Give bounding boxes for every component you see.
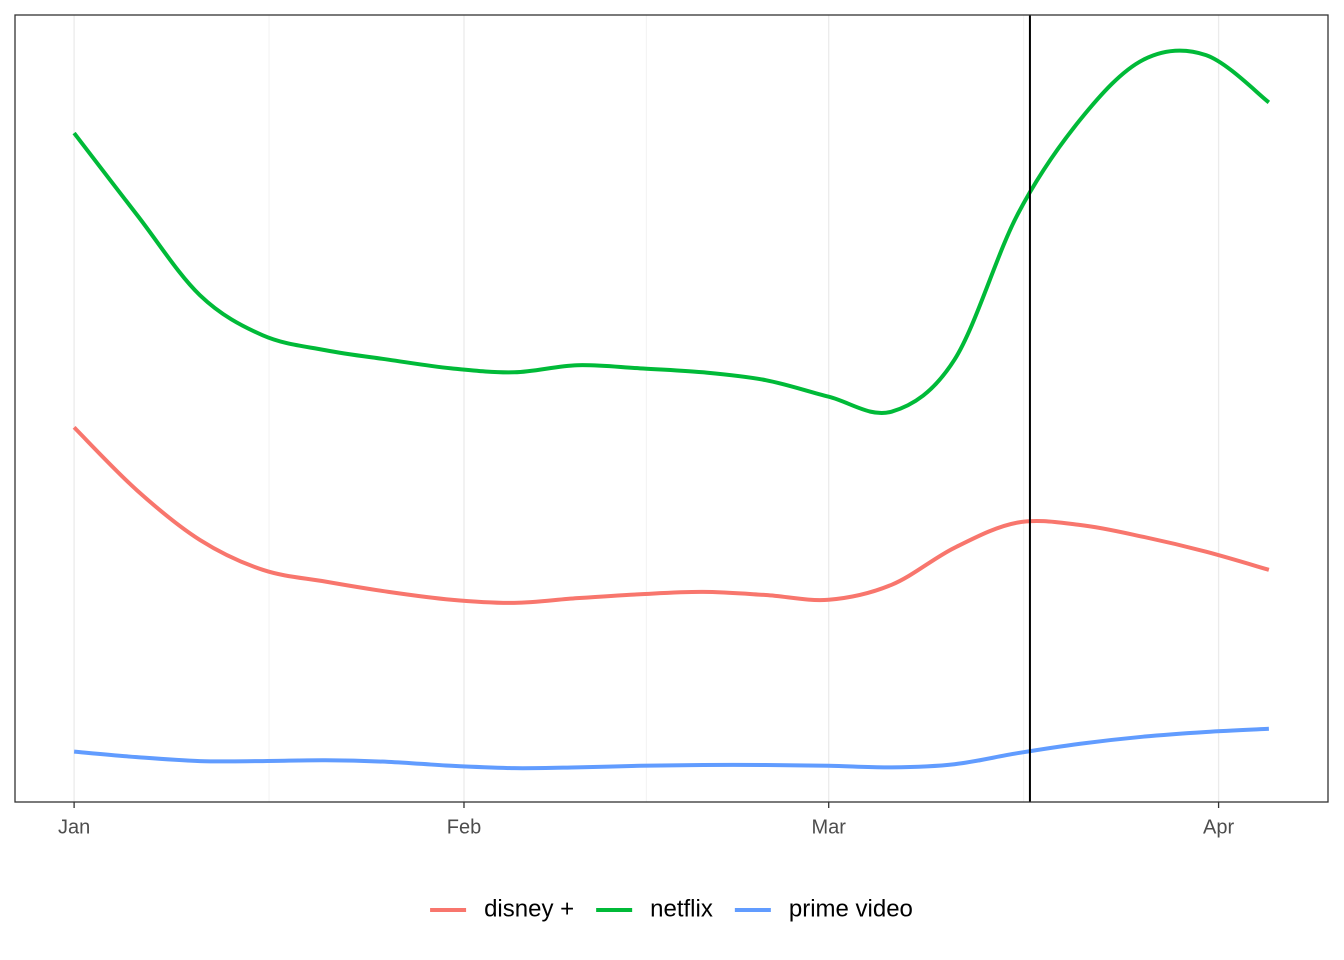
legend-label: disney +	[484, 895, 574, 922]
series-line	[72, 48, 1271, 415]
x-tick-label: Apr	[1203, 816, 1234, 838]
legend-label: prime video	[789, 895, 913, 922]
x-tick-label: Jan	[58, 816, 90, 838]
legend: disney + netflix prime video	[430, 895, 913, 922]
legend-label: netflix	[650, 895, 713, 922]
series-line	[73, 726, 1269, 771]
series-line	[72, 425, 1270, 605]
plot-border	[14, 14, 1329, 803]
x-tick-label: Mar	[811, 816, 846, 838]
x-tick-label: Feb	[447, 816, 481, 838]
